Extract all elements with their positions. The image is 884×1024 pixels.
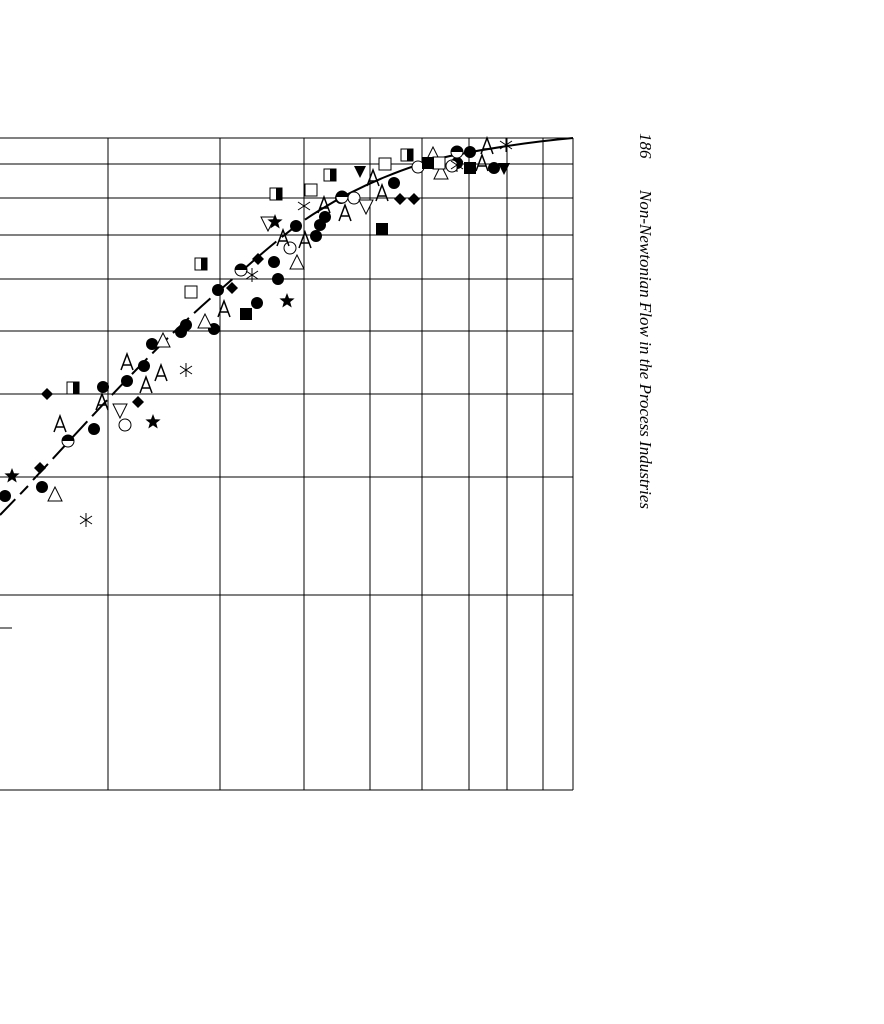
marker-filled-square [240, 308, 252, 320]
marker-open-triangle [155, 331, 171, 348]
data-markers [0, 135, 513, 527]
marker-letter-a [475, 152, 489, 172]
marker-open-triangle [47, 485, 63, 502]
marker-letter-a [276, 227, 290, 247]
marker-letter-a [95, 391, 109, 411]
marker-diamond [34, 462, 46, 474]
marker-half-fill [407, 149, 413, 161]
marker-filled-down-triangle [498, 163, 510, 175]
marker-asterisk [179, 363, 193, 377]
marker-letter-a [317, 194, 331, 214]
marker-diamond [252, 253, 264, 265]
marker-filled-square [422, 157, 434, 169]
marker-open-down-triangle [358, 199, 374, 216]
marker-filled-circle [138, 360, 150, 372]
marker-diamond [226, 282, 238, 294]
marker-asterisk [245, 268, 259, 282]
marker-half-fill [201, 258, 207, 270]
marker-filled-square [464, 162, 476, 174]
running-title: Non-Newtonian Flow in the Process Indust… [636, 189, 655, 509]
marker-star [279, 293, 295, 308]
marker-letter-a [480, 135, 494, 155]
marker-diamond [394, 193, 406, 205]
marker-filled-circle [36, 481, 48, 493]
marker-open-down-triangle [112, 403, 128, 420]
marker-filled-circle [310, 230, 322, 242]
marker-star [267, 214, 283, 229]
marker-filled-circle [268, 256, 280, 268]
marker-letter-a [53, 413, 67, 433]
marker-open-square [184, 285, 198, 299]
marker-asterisk [297, 199, 311, 213]
grid [0, 137, 574, 791]
marker-letter-a [154, 362, 168, 382]
marker-half-fill [330, 169, 336, 181]
marker-star [4, 468, 20, 483]
marker-open-square [304, 183, 318, 197]
marker-filled-circle [88, 423, 100, 435]
marker-open-square [378, 157, 392, 171]
marker-filled-circle [251, 297, 263, 309]
marker-diamond [408, 193, 420, 205]
marker-letter-a [298, 229, 312, 249]
marker-filled-circle [319, 211, 331, 223]
marker-filled-circle [488, 162, 500, 174]
marker-filled-circle [388, 177, 400, 189]
marker-filled-circle [290, 220, 302, 232]
marker-star [145, 414, 161, 429]
marker-filled-circle [180, 319, 192, 331]
marker-diamond [132, 396, 144, 408]
marker-asterisk [450, 158, 464, 172]
marker-half-fill [235, 264, 247, 270]
fit-curve-dashed [0, 209, 321, 516]
marker-asterisk [499, 138, 513, 152]
marker-filled-circle [0, 490, 11, 502]
marker-letter-a [120, 351, 134, 371]
marker-filled-down-triangle [354, 166, 366, 178]
marker-filled-square [376, 223, 388, 235]
marker-open-circle [347, 191, 361, 205]
marker-letter-a [139, 374, 153, 394]
marker-filled-circle [121, 375, 133, 387]
marker-filled-circle [212, 284, 224, 296]
marker-filled-circle [97, 381, 109, 393]
marker-half-fill [451, 146, 463, 152]
marker-asterisk [79, 513, 93, 527]
marker-letter-a [217, 298, 231, 318]
marker-open-square [432, 156, 446, 170]
marker-letter-a [366, 167, 380, 187]
fit-curve [319, 137, 574, 211]
marker-open-triangle [289, 253, 305, 270]
marker-half-fill [276, 188, 282, 200]
marker-filled-circle [464, 146, 476, 158]
marker-open-triangle [433, 163, 449, 180]
marker-half-fill [62, 435, 74, 441]
marker-open-circle [118, 418, 132, 432]
marker-half-fill [73, 382, 79, 394]
marker-diamond [41, 388, 53, 400]
page-number: 186 [636, 133, 655, 159]
marker-half-fill [336, 191, 348, 197]
marker-open-triangle [197, 312, 213, 329]
marker-open-circle [283, 241, 297, 255]
marker-letter-a [375, 182, 389, 202]
marker-filled-circle [146, 338, 158, 350]
marker-filled-circle [272, 273, 284, 285]
marker-letter-a [338, 202, 352, 222]
